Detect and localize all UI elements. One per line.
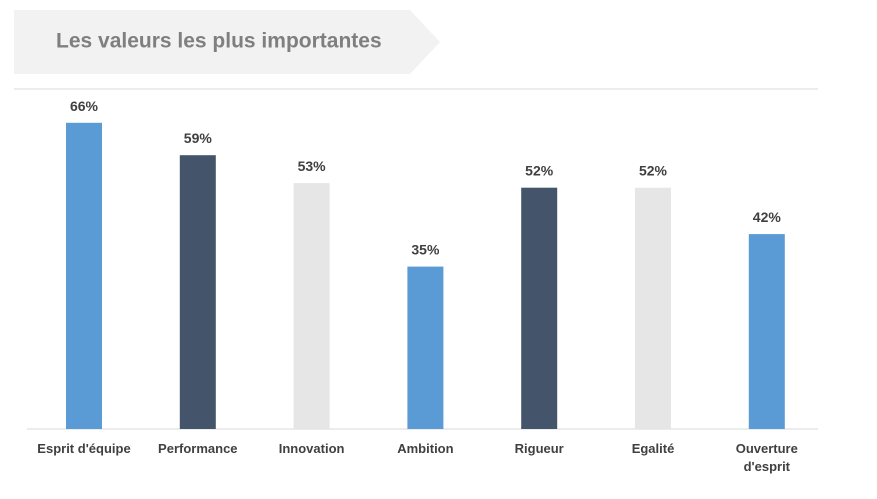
category-label-line: Egalité [632, 441, 675, 456]
value-label-5: 52% [525, 163, 554, 179]
category-label-6: Egalité [632, 441, 675, 456]
bar-6 [635, 187, 671, 429]
category-label-5: Rigueur [515, 441, 564, 456]
category-label-3: Innovation [279, 441, 345, 456]
category-label-2: Performance [158, 441, 237, 456]
bar-1 [66, 122, 102, 430]
category-label-line: Esprit d'équipe [37, 441, 130, 456]
title-banner-arrow [14, 10, 440, 74]
value-label-7: 42% [753, 209, 782, 225]
bar-5 [521, 187, 558, 429]
category-label-line: Ambition [397, 441, 453, 456]
bar-3 [293, 183, 330, 429]
value-labels-group: 66% 59% 53% 35% 52% 52% 42% [70, 98, 781, 258]
category-labels-group: Esprit d'équipe Performance Innovation Ambi… [37, 441, 798, 474]
category-label-line: Ouverture [736, 441, 798, 456]
bar-7 [748, 234, 785, 429]
value-label-3: 53% [298, 158, 327, 174]
value-label-6: 52% [639, 163, 668, 179]
category-label-line: d'esprit [744, 459, 791, 474]
category-label-7: Ouverture d'esprit [736, 441, 798, 474]
title-banner: Les valeurs les plus importantes [14, 10, 440, 74]
value-label-2: 59% [184, 130, 213, 146]
category-label-line: Innovation [279, 441, 345, 456]
category-label-4: Ambition [397, 441, 453, 456]
category-label-1: Esprit d'équipe [37, 441, 130, 456]
bars-group [66, 122, 785, 430]
chart-title: Les valeurs les plus importantes [56, 30, 382, 53]
value-label-4: 35% [411, 242, 440, 258]
bar-4 [407, 266, 444, 429]
bar-2 [179, 155, 216, 429]
category-label-line: Performance [158, 441, 237, 456]
value-label-1: 66% [70, 98, 99, 114]
category-label-line: Rigueur [515, 441, 564, 456]
